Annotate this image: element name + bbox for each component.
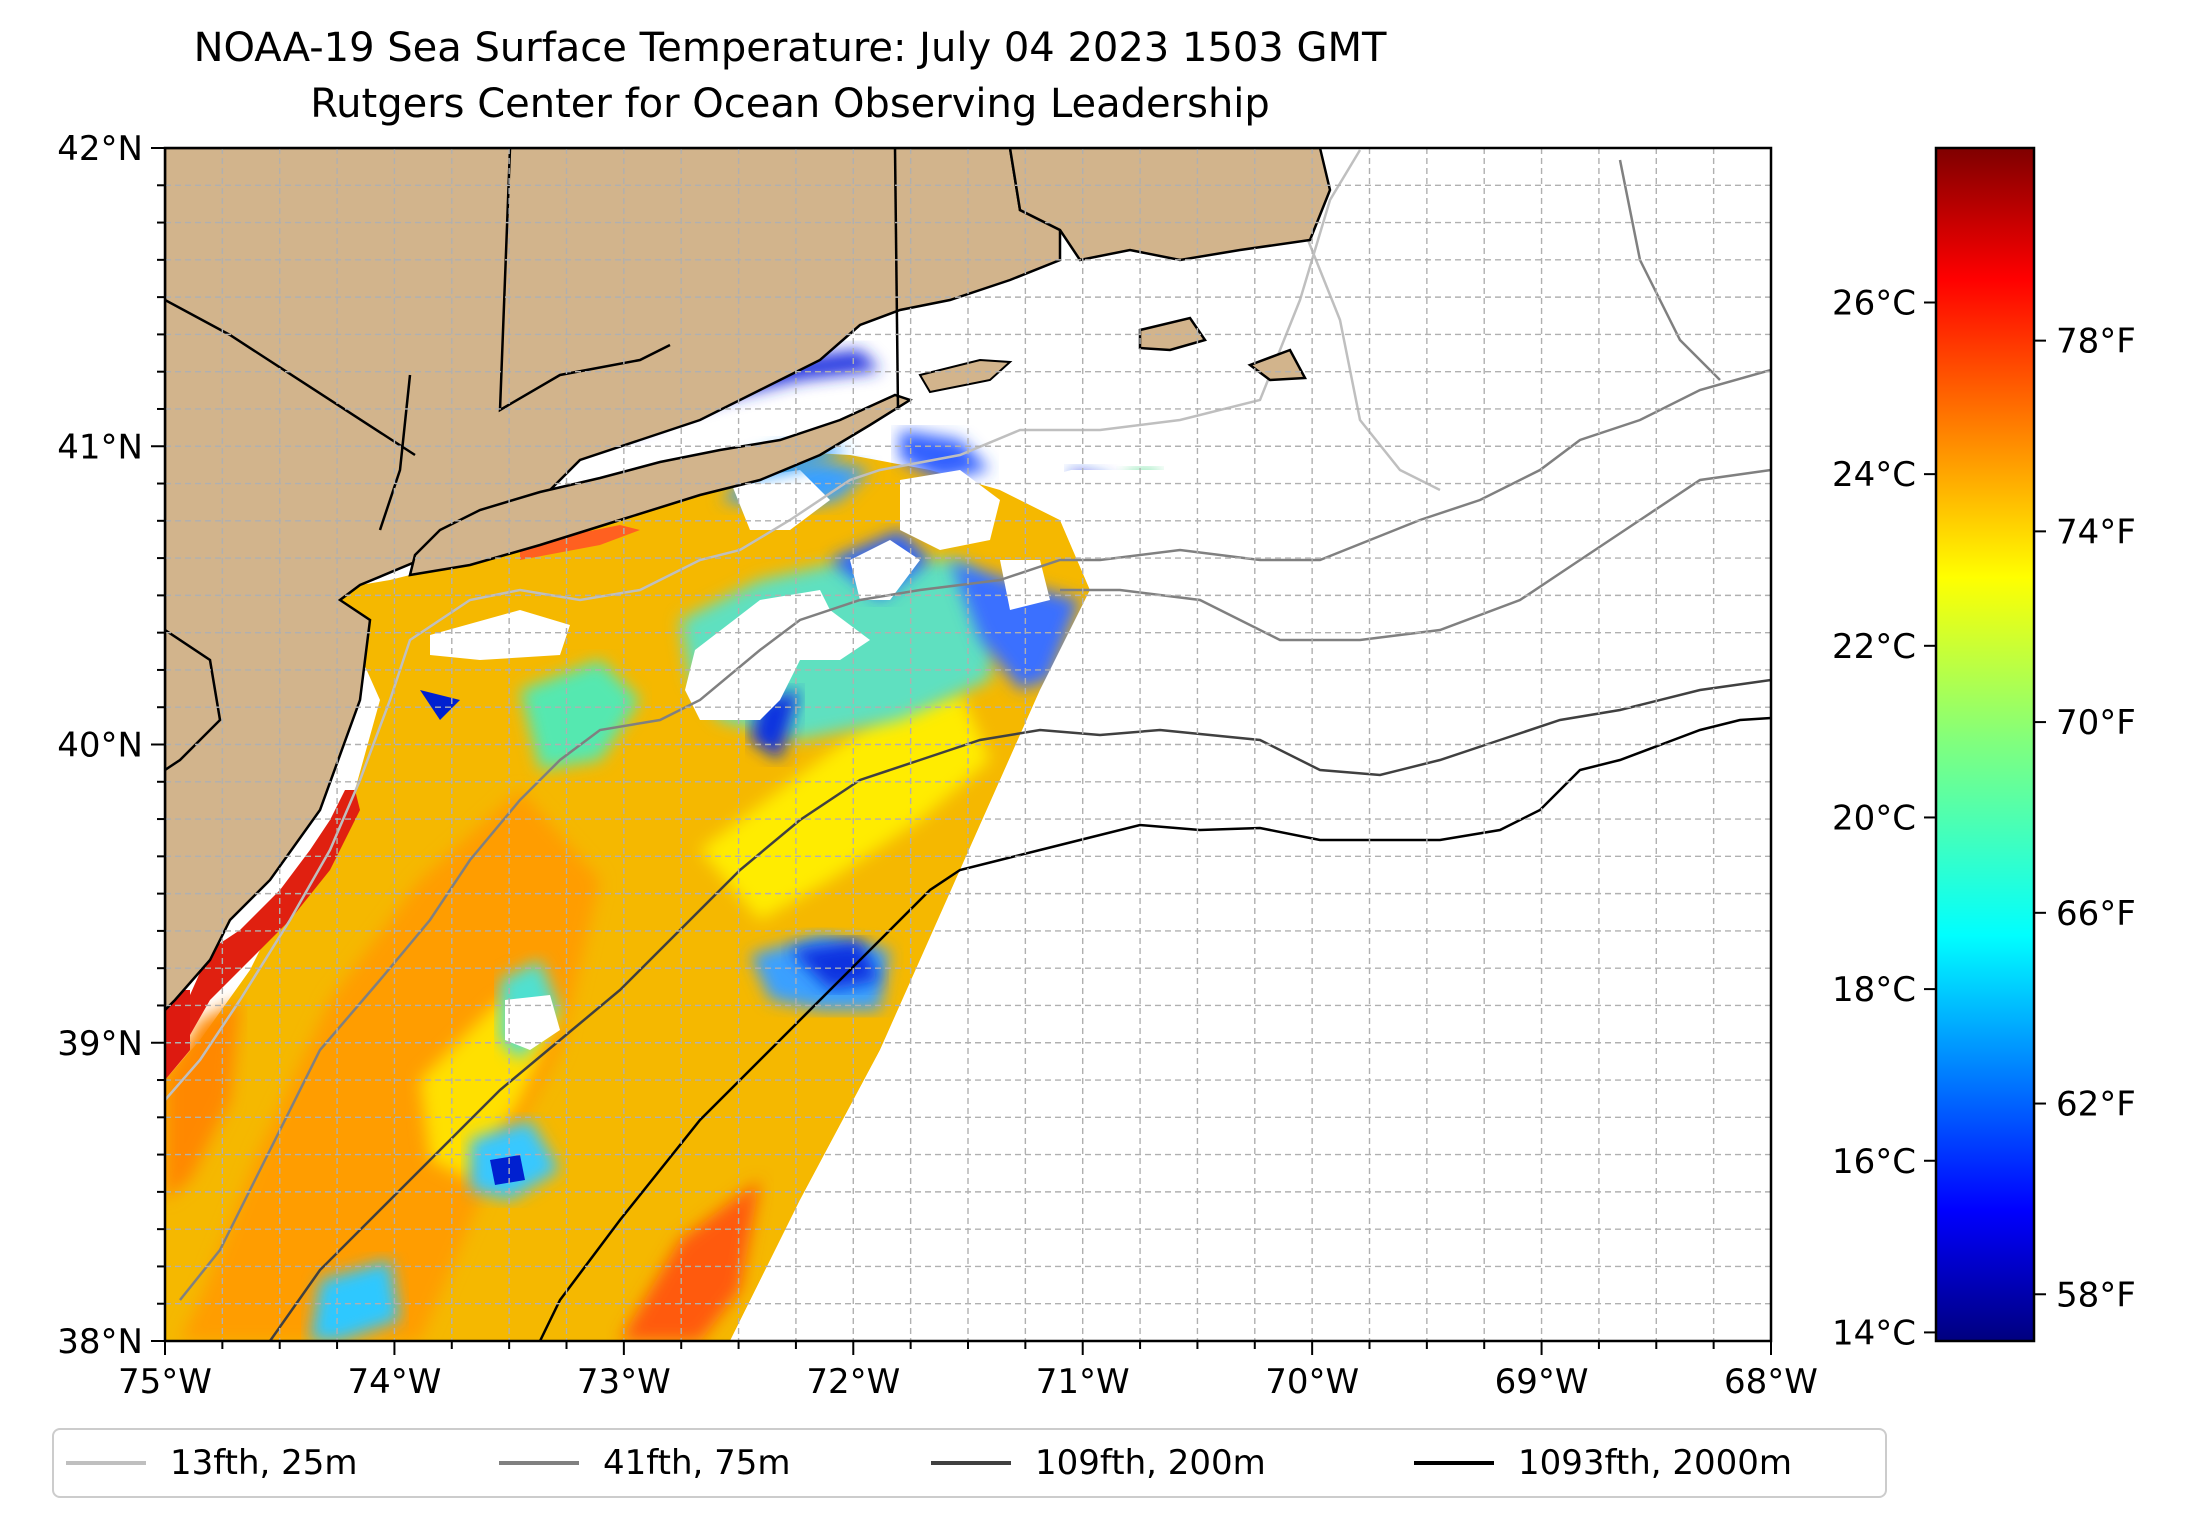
fahrenheit-tick-label: 78°F [2056,322,2136,362]
fahrenheit-tick-label: 70°F [2056,703,2136,743]
legend-label-2000m: 1093fth, 2000m [1518,1443,1793,1483]
legend-item-2000m: 1093fth, 2000m [1414,1430,1792,1496]
fahrenheit-tick-label: 62°F [2056,1085,2136,1125]
colorbar-ticks: 14°C 16°C 18°C 20°C 22°C 24°C 26°C 58°F 62°F 66°F… [1832,283,2136,1353]
celsius-tick-label: 14°C [1832,1313,1916,1353]
lon-tick-label: 72°W [806,1362,900,1402]
celsius-tick-label: 26°C [1832,283,1916,323]
map-subtitle: Rutgers Center for Ocean Observing Leade… [310,81,1270,127]
gridlines [165,148,1771,1341]
legend-item-200m: 109fth, 200m [931,1430,1266,1496]
colorbar [1934,146,2036,1343]
legend-swatch-75m [499,1461,579,1465]
lat-tick-label: 41°N [57,427,143,467]
fahrenheit-tick-label: 58°F [2056,1275,2136,1315]
lat-tick-label: 40°N [57,726,143,766]
lat-tick-label: 39°N [57,1024,143,1064]
celsius-tick-label: 20°C [1832,798,1916,838]
legend-item-25m: 13fth, 25m [66,1430,358,1496]
fahrenheit-tick-label: 66°F [2056,894,2136,934]
land [165,148,1332,1012]
celsius-tick-label: 16°C [1832,1142,1916,1182]
lon-tick-label: 74°W [347,1362,441,1402]
lon-tick-label: 68°W [1724,1362,1818,1402]
lon-tick-label: 71°W [1036,1362,1130,1402]
legend-label-25m: 13fth, 25m [170,1443,358,1483]
legend-label-75m: 41fth, 75m [603,1443,791,1483]
isobath-legend: 13fth, 25m 41fth, 75m 109fth, 200m 1093f… [52,1428,1887,1498]
map-title: NOAA-19 Sea Surface Temperature: July 04… [193,25,1387,71]
legend-label-200m: 109fth, 200m [1035,1443,1266,1483]
axis-ticks: 75°W 74°W 73°W 72°W 71°W 70°W 69°W 68°W 38°N 39°N… [57,129,1818,1402]
legend-swatch-25m [66,1461,146,1465]
legend-swatch-2000m [1414,1461,1494,1465]
celsius-tick-label: 22°C [1832,627,1916,667]
legend-item-75m: 41fth, 75m [499,1430,791,1496]
lat-tick-label: 38°N [57,1322,143,1362]
lon-tick-label: 69°W [1495,1362,1589,1402]
celsius-tick-label: 24°C [1832,455,1916,495]
fahrenheit-tick-label: 74°F [2056,512,2136,552]
lon-tick-label: 73°W [577,1362,671,1402]
legend-swatch-200m [931,1461,1011,1465]
celsius-tick-label: 18°C [1832,970,1916,1010]
lon-tick-label: 70°W [1265,1362,1359,1402]
lat-tick-label: 42°N [57,129,143,169]
lon-tick-label: 75°W [118,1362,212,1402]
